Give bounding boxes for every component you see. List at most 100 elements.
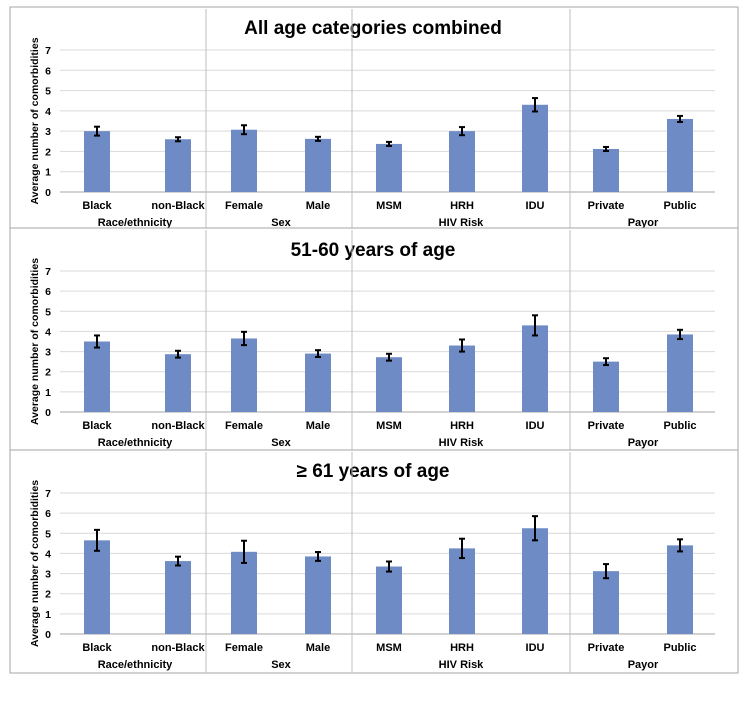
group-label: HIV Risk (439, 217, 485, 229)
group-label: HIV Risk (439, 659, 485, 671)
category-label: HRH (450, 420, 474, 432)
category-label: MSM (376, 642, 402, 654)
category-label: Public (663, 642, 696, 654)
y-tick-label: 1 (45, 167, 51, 179)
category-label: Public (663, 420, 696, 432)
chart-panel-1: All age categories combined 0 1 2 3 4 5 6 7 Avera… (9, 6, 739, 229)
bar (449, 548, 475, 634)
category-label: IDU (526, 420, 545, 432)
y-axis-label: Average number of comorbidities (29, 258, 41, 425)
y-tick-label: 4 (45, 548, 51, 560)
y-tick-label: 5 (45, 306, 51, 318)
bar (667, 545, 693, 634)
y-tick-label: 7 (45, 266, 51, 278)
y-tick-label: 2 (45, 146, 51, 158)
chart-panel-2: 51-60 years of age 0 1 2 3 4 5 6 7 Average number… (9, 227, 739, 451)
y-tick-label: 3 (45, 347, 51, 359)
category-label: MSM (376, 200, 402, 212)
y-tick-label: 7 (45, 488, 51, 500)
category-label: MSM (376, 420, 402, 432)
bar (305, 353, 331, 412)
group-label: Sex (271, 659, 291, 671)
panel-border (9, 449, 739, 674)
bar (84, 131, 110, 192)
category-label: Male (306, 200, 330, 212)
panel-border (9, 227, 739, 451)
group-label: Race/ethnicity (98, 437, 173, 449)
bar (376, 566, 402, 634)
bar (376, 143, 402, 192)
y-tick-label: 0 (45, 187, 51, 199)
bar (667, 334, 693, 412)
category-label: HRH (450, 642, 474, 654)
bar (305, 556, 331, 634)
group-label: Race/ethnicity (98, 659, 173, 671)
bar (449, 345, 475, 412)
y-tick-label: 5 (45, 528, 51, 540)
bar (667, 118, 693, 192)
y-tick-label: 6 (45, 286, 51, 298)
group-label: HIV Risk (439, 437, 485, 449)
y-tick-label: 4 (45, 106, 51, 118)
category-label: Male (306, 642, 330, 654)
bar (522, 325, 548, 412)
category-label: non-Black (151, 420, 205, 432)
category-label: Private (588, 200, 625, 212)
category-label: Black (82, 642, 112, 654)
y-tick-label: 3 (45, 569, 51, 581)
y-axis-label: Average number of comorbidities (29, 37, 41, 204)
y-tick-label: 1 (45, 387, 51, 399)
y-axis-label: Average number of comorbidities (29, 480, 41, 647)
bar (231, 551, 257, 634)
y-tick-label: 2 (45, 589, 51, 601)
y-tick-label: 3 (45, 126, 51, 138)
bar (84, 341, 110, 412)
category-label: Female (225, 420, 263, 432)
bar (522, 528, 548, 634)
category-label: non-Black (151, 200, 205, 212)
bar (231, 129, 257, 192)
category-label: non-Black (151, 642, 205, 654)
bar (84, 540, 110, 634)
y-tick-label: 6 (45, 508, 51, 520)
bar (593, 361, 619, 412)
group-label: Payor (628, 659, 659, 671)
y-tick-label: 0 (45, 407, 51, 419)
category-label: Public (663, 200, 696, 212)
bar (165, 139, 191, 192)
category-label: Black (82, 420, 112, 432)
group-label: Sex (271, 217, 291, 229)
group-label: Race/ethnicity (98, 217, 173, 229)
y-tick-label: 5 (45, 86, 51, 98)
category-label: Male (306, 420, 330, 432)
category-label: HRH (450, 200, 474, 212)
chart-panel-3: ≥ 61 years of age 0 1 2 3 4 5 6 7 Average number … (9, 449, 739, 674)
bar (376, 357, 402, 412)
y-tick-label: 0 (45, 629, 51, 641)
category-label: IDU (526, 200, 545, 212)
y-tick-label: 2 (45, 367, 51, 379)
bar (231, 338, 257, 412)
panel-border (9, 6, 739, 229)
group-label: Payor (628, 437, 659, 449)
category-label: Black (82, 200, 112, 212)
chart-title: 51-60 years of age (291, 240, 456, 261)
group-label: Sex (271, 437, 291, 449)
y-tick-label: 6 (45, 65, 51, 77)
bar (593, 148, 619, 192)
chart-title: ≥ 61 years of age (296, 461, 449, 482)
bar (305, 138, 331, 192)
category-label: Female (225, 642, 263, 654)
bar (449, 131, 475, 192)
category-label: IDU (526, 642, 545, 654)
y-tick-label: 4 (45, 326, 51, 338)
category-label: Private (588, 642, 625, 654)
bar (522, 104, 548, 192)
y-tick-label: 1 (45, 609, 51, 621)
category-label: Female (225, 200, 263, 212)
bar (165, 561, 191, 634)
category-label: Private (588, 420, 625, 432)
bar (593, 571, 619, 634)
